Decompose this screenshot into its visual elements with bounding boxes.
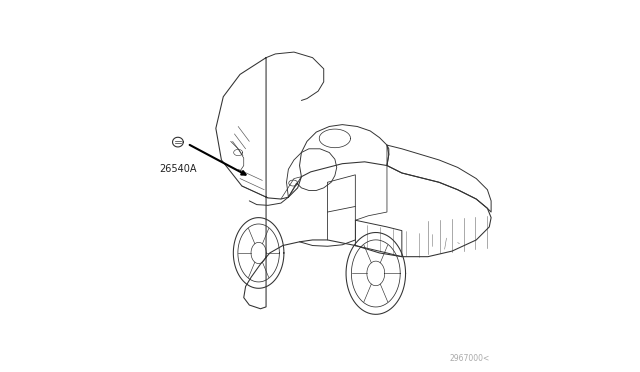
Text: 26540A: 26540A [159, 164, 196, 174]
Text: 2967000<: 2967000< [449, 354, 489, 363]
